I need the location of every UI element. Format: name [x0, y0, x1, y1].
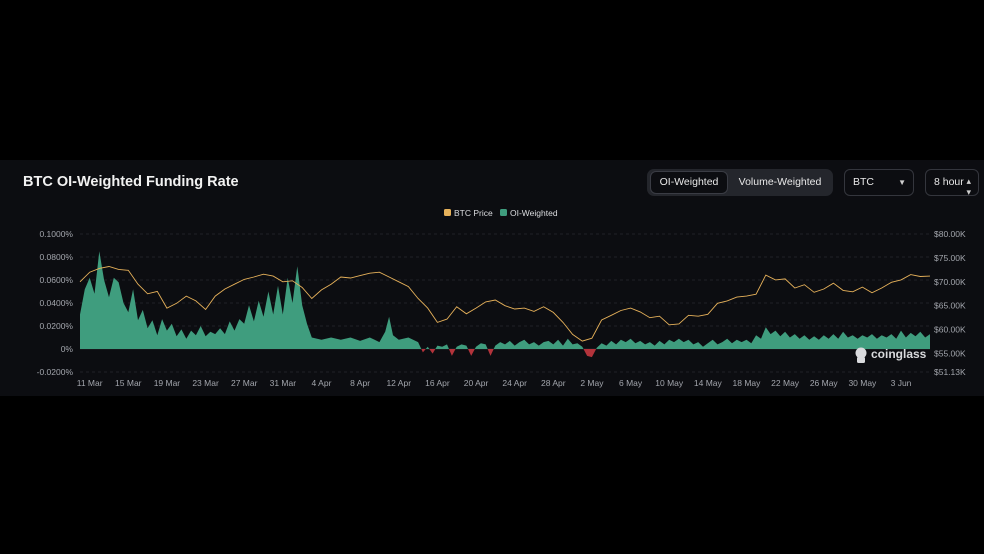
watermark: coinglass: [855, 347, 927, 363]
left-tick-label: 0%: [61, 344, 74, 354]
x-tick-label: 22 May: [771, 378, 800, 388]
btc-price-line: [79, 266, 931, 342]
left-axis: -0.0200% 0% 0.0200% 0.0400% 0.0600% 0.0800% 0.…: [37, 229, 74, 377]
x-tick-label: 10 May: [655, 378, 684, 388]
left-tick-label: 0.0600%: [39, 275, 73, 285]
x-tick-label: 27 Mar: [231, 378, 258, 388]
right-axis: $51.13K $55.00K $60.00K $65.00K $70.00K $75.0…: [934, 229, 966, 377]
right-tick-label: $65.00K: [934, 301, 966, 311]
x-axis: 11 Mar 15 Mar 19 Mar 23 Mar 27 Mar 31 Mar 4 Ap…: [77, 378, 912, 388]
x-tick-label: 20 Apr: [464, 378, 489, 388]
left-tick-label: 0.0400%: [39, 298, 73, 308]
weighting-toggle: OI-Weighted Volume-Weighted: [647, 169, 833, 196]
x-tick-label: 12 Apr: [386, 378, 411, 388]
legend-label-price: BTC Price: [454, 208, 493, 218]
legend-swatch-price: [444, 209, 451, 216]
legend-swatch-oi: [500, 209, 507, 216]
x-tick-label: 4 Apr: [312, 378, 332, 388]
x-tick-label: 30 May: [848, 378, 877, 388]
watermark-text: coinglass: [871, 347, 927, 361]
x-tick-label: 8 Apr: [350, 378, 370, 388]
x-tick-label: 2 May: [580, 378, 604, 388]
x-tick-label: 31 Mar: [270, 378, 297, 388]
tab-volume-weighted[interactable]: Volume-Weighted: [738, 176, 822, 188]
x-tick-label: 19 Mar: [154, 378, 181, 388]
left-tick-label: 0.0200%: [39, 321, 73, 331]
coin-select[interactable]: BTC ▼: [844, 169, 914, 196]
left-tick-label: 0.1000%: [39, 229, 73, 239]
grid-lines: [80, 233, 930, 373]
funding-rate-chart: -0.0200% 0% 0.0200% 0.0400% 0.0600% 0.0800% 0.…: [37, 208, 966, 388]
x-tick-label: 11 Mar: [77, 378, 103, 388]
x-tick-label: 26 May: [810, 378, 839, 388]
right-tick-label: $80.00K: [934, 229, 966, 239]
chart-panel: BTC OI-Weighted Funding Rate OI-Weighted…: [0, 160, 984, 396]
left-tick-label: -0.0200%: [37, 367, 74, 377]
legend: BTC Price OI-Weighted: [444, 208, 558, 218]
right-tick-label: $55.00K: [934, 349, 966, 359]
x-tick-label: 15 Mar: [115, 378, 142, 388]
oi-weighted-area: [80, 251, 930, 358]
coin-select-value: BTC: [853, 176, 874, 188]
x-tick-label: 23 Mar: [192, 378, 219, 388]
price-line-path: [79, 266, 931, 342]
coinglass-logo-icon: [855, 347, 867, 363]
legend-label-oi: OI-Weighted: [510, 208, 558, 218]
chart-title: BTC OI-Weighted Funding Rate: [23, 174, 239, 190]
right-tick-label: $75.00K: [934, 253, 966, 263]
x-tick-label: 6 May: [619, 378, 643, 388]
x-tick-label: 16 Apr: [425, 378, 450, 388]
interval-select-value: 8 hour: [934, 176, 964, 188]
right-tick-label: $51.13K: [934, 367, 966, 377]
right-tick-label: $60.00K: [934, 325, 966, 335]
left-tick-label: 0.0800%: [39, 252, 73, 262]
right-tick-label: $70.00K: [934, 277, 966, 287]
x-tick-label: 24 Apr: [502, 378, 527, 388]
up-down-icon: ▴ ▾: [966, 176, 971, 197]
x-tick-label: 18 May: [733, 378, 762, 388]
interval-select[interactable]: 8 hour ▴ ▾: [925, 169, 979, 197]
tab-oi-weighted[interactable]: OI-Weighted: [650, 171, 728, 194]
positive-funding-area: [80, 251, 930, 349]
x-tick-label: 3 Jun: [891, 378, 912, 388]
x-tick-label: 28 Apr: [541, 378, 566, 388]
caret-down-icon: ▼: [898, 178, 906, 187]
x-tick-label: 14 May: [694, 378, 723, 388]
